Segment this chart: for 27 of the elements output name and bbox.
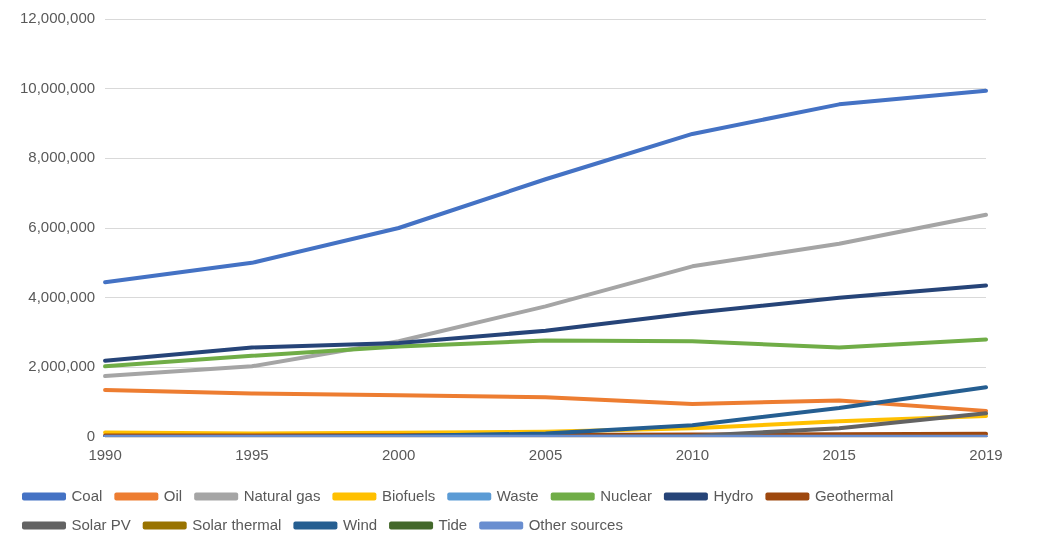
y-tick-label: 2,000,000 (28, 357, 96, 375)
y-tick-label: 8,000,000 (28, 148, 96, 166)
y-tick-label: 0 (86, 427, 96, 445)
x-tick-label: 2000 (382, 446, 416, 464)
y-tick-label: 6,000,000 (28, 218, 96, 236)
x-tick-label: 2019 (969, 446, 1003, 464)
x-tick-label: 1990 (88, 446, 122, 464)
legend-label: Solar thermal (192, 515, 282, 533)
legend-label: Oil (163, 486, 183, 504)
y-tick-label: 10,000,000 (20, 78, 96, 96)
legend-label: Tide (438, 515, 468, 533)
y-tick-label: 12,000,000 (20, 9, 96, 27)
legend-label: Coal (71, 486, 103, 504)
legend-label: Geothermal (814, 486, 894, 504)
legend-label: Solar PV (71, 515, 131, 533)
legend-label: Natural gas (243, 486, 321, 504)
legend-label: Biofuels (381, 486, 436, 504)
x-tick-label: 2015 (822, 446, 856, 464)
legend-label: Other sources (528, 515, 623, 533)
legend-label: Nuclear (600, 486, 652, 504)
x-tick-label: 1995 (235, 446, 269, 464)
legend-label: Waste (496, 486, 539, 504)
y-tick-label: 4,000,000 (28, 287, 96, 305)
x-tick-label: 2010 (675, 446, 710, 464)
legend-label: Wind (342, 515, 378, 533)
x-tick-label: 2005 (528, 446, 563, 464)
legend-label: Hydro (713, 486, 754, 504)
